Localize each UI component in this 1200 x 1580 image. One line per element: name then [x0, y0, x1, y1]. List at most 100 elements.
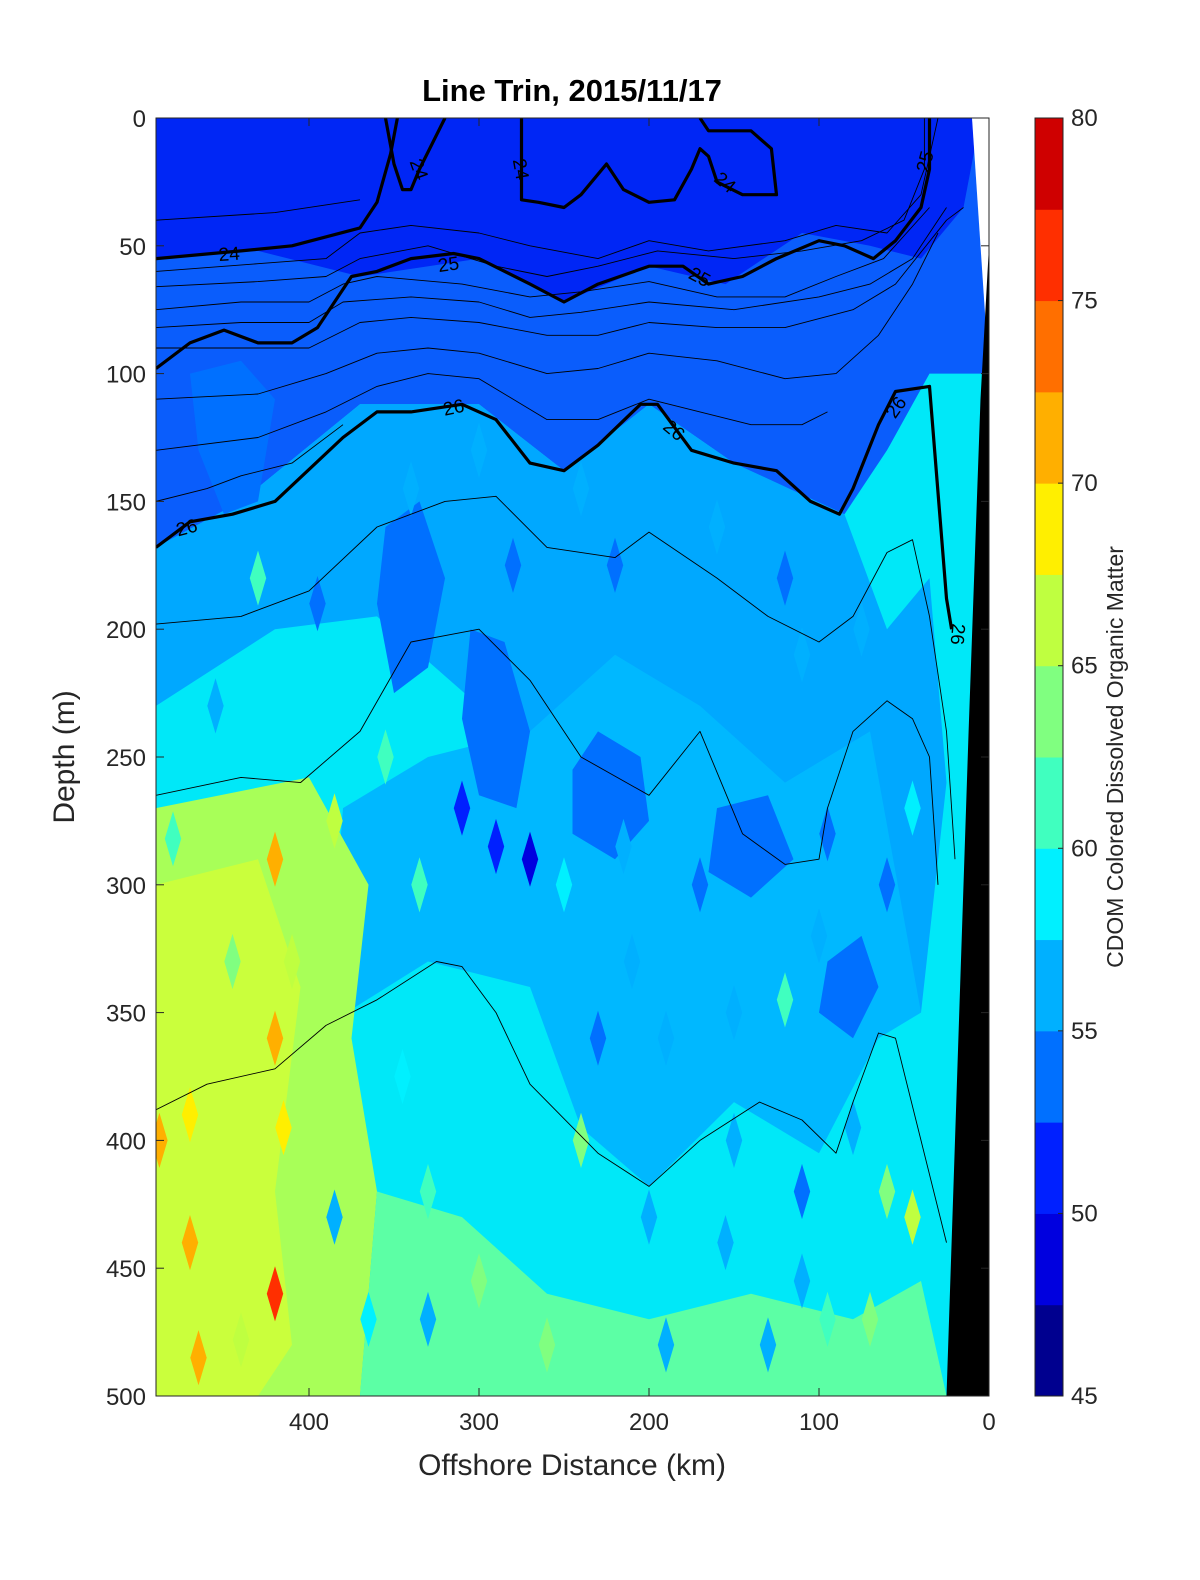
cdom-patch — [419, 1291, 437, 1347]
colorbar-tick-label: 80 — [1071, 105, 1098, 132]
colorbar-segment — [1035, 757, 1063, 849]
colorbar-tick-label: 65 — [1071, 653, 1098, 680]
x-tick-label: 100 — [799, 1409, 839, 1436]
cdom-patch — [190, 1330, 207, 1386]
colorbar-segment — [1035, 391, 1063, 484]
cdom-patch — [725, 985, 743, 1041]
cdom-patch — [249, 550, 267, 606]
contour-label: 26 — [441, 396, 466, 421]
cdom-patch — [538, 1317, 556, 1373]
density-contour-thin — [156, 207, 964, 349]
cdom-patch — [394, 1048, 411, 1105]
contour-label: 24 — [218, 244, 241, 266]
no-data-region — [972, 118, 989, 374]
cdom-patch — [793, 1163, 811, 1220]
cdom-region — [326, 654, 921, 1187]
cdom-patch — [623, 933, 641, 990]
cdom-region — [819, 935, 879, 1039]
seafloor-mask — [946, 143, 989, 1396]
cdom-patch — [453, 780, 471, 836]
cdom-patch — [725, 1112, 743, 1168]
y-tick-label: 50 — [119, 234, 146, 261]
colorbar-segment — [1035, 1122, 1063, 1214]
cdom-patch — [810, 908, 828, 964]
y-tick-label: 300 — [106, 873, 146, 900]
x-axis: 400 300 200 100 0 — [289, 118, 996, 1436]
density-contour-thin — [156, 118, 939, 272]
x-tick-label: 0 — [982, 1409, 995, 1436]
y-tick-label: 400 — [106, 1128, 146, 1155]
colorbar-segment — [1035, 1213, 1063, 1306]
cdom-patch — [266, 831, 284, 887]
colorbar-segment — [1035, 1304, 1063, 1397]
density-contour-thin — [156, 628, 939, 885]
colorbar-tick-label: 50 — [1071, 1200, 1098, 1227]
colorbar-segment — [1035, 300, 1063, 393]
cdom-region — [462, 629, 530, 809]
cdom-region — [708, 795, 794, 898]
cdom-patch — [487, 818, 505, 875]
cdom-patch — [224, 933, 241, 990]
cdom-region — [360, 1191, 947, 1396]
cdom-patch — [181, 1215, 199, 1271]
cdom-patch — [878, 1163, 896, 1220]
density-contour-26 — [156, 384, 954, 630]
density-contour-24 — [519, 118, 779, 210]
density-contour-25 — [156, 118, 932, 370]
cdom-patch — [759, 1317, 777, 1373]
cdom-patch — [793, 1253, 811, 1309]
y-tick-label: 0 — [133, 106, 146, 133]
cdom-patch — [419, 1163, 437, 1220]
cdom-patch — [275, 1100, 292, 1156]
cdom-patch — [521, 831, 539, 887]
cdom-patch — [164, 811, 182, 867]
cdom-patch — [819, 806, 836, 862]
colorbar-segment — [1035, 1030, 1063, 1123]
contour-label: 25 — [437, 253, 461, 277]
cdom-patch — [606, 537, 624, 593]
y-tick-label: 250 — [106, 745, 146, 772]
cdom-patch — [555, 857, 573, 913]
cdom-patch — [640, 1189, 658, 1245]
density-contour-24 — [383, 118, 447, 192]
colorbar-segment — [1035, 209, 1063, 302]
cdom-patch — [657, 1010, 675, 1066]
colorbar-frame — [1034, 117, 1064, 1397]
density-contour-thin — [156, 118, 925, 288]
cdom-patch — [402, 461, 420, 517]
cdom-patch — [589, 1010, 607, 1066]
cdom-region — [377, 501, 445, 694]
x-tick-label: 200 — [629, 1409, 669, 1436]
cdom-patch — [861, 1291, 879, 1347]
cdom-patch — [904, 780, 921, 836]
density-contour-thin — [156, 961, 947, 1243]
density-contour-thin — [156, 207, 947, 329]
density-contour-thin — [156, 424, 344, 502]
cdom-patch — [207, 678, 224, 734]
x-axis-label: Offshore Distance (km) — [418, 1449, 726, 1482]
cdom-patch — [326, 1189, 343, 1245]
y-axis: 0 50 100 150 200 250 300 350 400 450 500 — [106, 106, 989, 1411]
cdom-patch — [793, 627, 811, 683]
cdom-patch — [572, 461, 590, 517]
cdom-patch — [717, 1215, 734, 1271]
cdom-patch — [657, 1317, 675, 1373]
cdom-patch — [776, 972, 794, 1028]
cdom-region — [190, 360, 275, 515]
colorbar-segment — [1035, 665, 1063, 758]
density-contour-thin — [156, 232, 939, 400]
cdom-patch — [377, 729, 394, 785]
cdom-patch — [326, 793, 343, 849]
y-tick-label: 350 — [106, 1001, 146, 1028]
colorbar-segment — [1035, 939, 1063, 1032]
cdom-patch — [819, 1291, 836, 1347]
cdom-patch — [691, 857, 709, 913]
y-tick-label: 100 — [106, 362, 146, 389]
x-tick-label: 400 — [289, 1409, 329, 1436]
y-axis-label: Depth (m) — [48, 690, 81, 823]
cdom-patch — [360, 1291, 377, 1347]
density-contour-thin — [156, 495, 956, 860]
cdom-patch — [181, 1087, 199, 1143]
